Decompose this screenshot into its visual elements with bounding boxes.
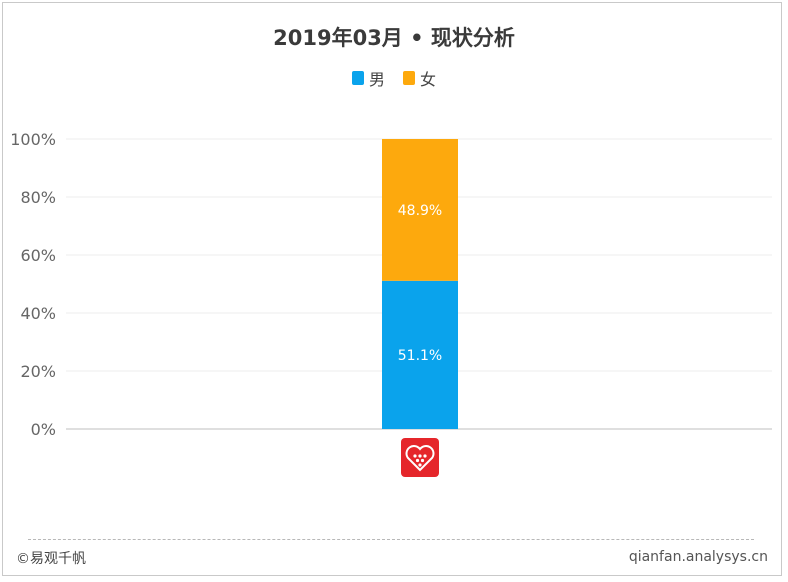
bar-segment-male bbox=[382, 280, 458, 429]
footer-source-url: qianfan.analysys.cn bbox=[628, 549, 768, 565]
y-tick-label: 100% bbox=[10, 130, 56, 149]
y-tick-label: 80% bbox=[20, 188, 56, 207]
footer-copyright: ©易观千帆 bbox=[16, 551, 86, 567]
chart-legend: 男 女 bbox=[0, 66, 788, 90]
legend-item-female: 女 bbox=[403, 66, 436, 90]
footer-divider bbox=[28, 539, 754, 540]
legend-label-female: 女 bbox=[420, 70, 437, 89]
legend-label-male: 男 bbox=[368, 70, 385, 89]
data-label-male: 51.1% bbox=[398, 348, 442, 364]
chart-title: 2019年03月 • 现状分析 bbox=[273, 26, 515, 50]
legend-item-male: 男 bbox=[351, 66, 385, 90]
legend-swatch-female bbox=[403, 71, 415, 85]
bar-segment-female bbox=[382, 139, 458, 281]
y-tick-label: 40% bbox=[20, 304, 56, 323]
y-tick-label: 0% bbox=[31, 420, 56, 439]
y-tick-label: 60% bbox=[20, 246, 56, 265]
data-label-female: 48.9% bbox=[398, 203, 442, 219]
legend-swatch-male bbox=[351, 71, 364, 85]
y-tick-label: 20% bbox=[20, 362, 56, 381]
pinduoduo-logo-icon bbox=[401, 438, 439, 477]
